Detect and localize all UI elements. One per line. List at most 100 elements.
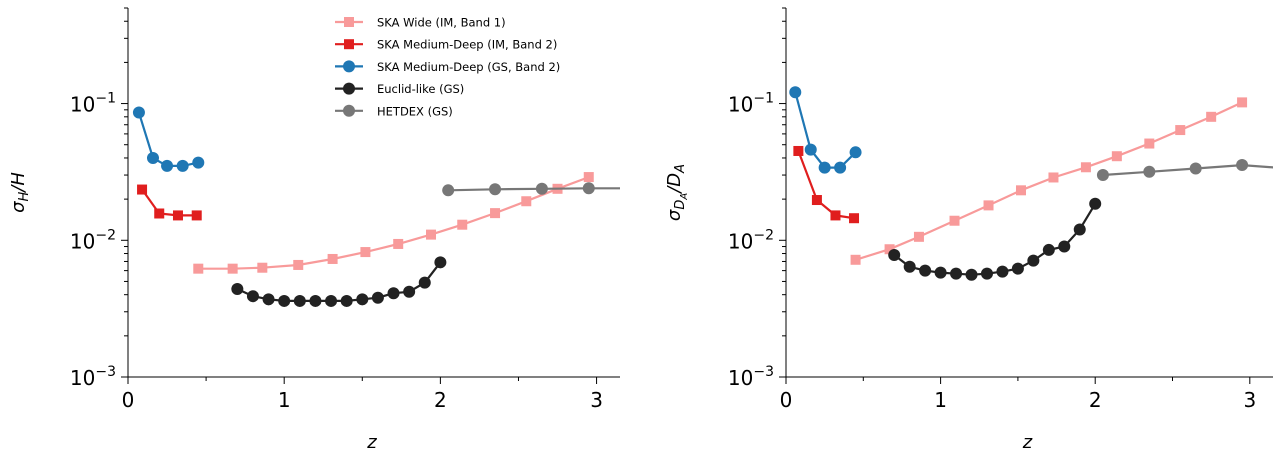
x-axis-label: z xyxy=(1022,432,1033,452)
data-point xyxy=(1189,162,1202,175)
legend-marker xyxy=(344,17,354,27)
data-point xyxy=(1073,223,1086,236)
data-point xyxy=(1089,197,1102,210)
data-point xyxy=(457,219,468,230)
data-point xyxy=(850,254,861,265)
x-tick-label: 0 xyxy=(780,388,793,412)
data-point xyxy=(231,283,244,296)
series-hetdex-gs xyxy=(1096,159,1273,182)
data-point xyxy=(913,231,924,242)
x-tick-label: 2 xyxy=(1089,388,1102,412)
data-point xyxy=(903,260,916,273)
data-point xyxy=(1237,97,1248,108)
data-point xyxy=(1175,125,1186,136)
data-point xyxy=(172,210,183,221)
data-point xyxy=(834,161,847,174)
series-euclid-like-gs xyxy=(231,256,447,307)
legend-marker xyxy=(343,60,355,73)
plot-area xyxy=(132,106,642,307)
data-point xyxy=(434,256,447,269)
data-point xyxy=(1015,185,1026,196)
data-point xyxy=(442,184,455,197)
x-tick-label: 0 xyxy=(122,388,135,412)
series-line xyxy=(893,203,1097,276)
data-point xyxy=(327,253,338,264)
data-point xyxy=(246,290,259,303)
data-point xyxy=(176,159,189,172)
legend-item: HETDEX (GS) xyxy=(335,104,453,118)
y-tick-label: 10−2 xyxy=(728,227,774,253)
legend-item: SKA Medium-Deep (GS, Band 2) xyxy=(335,60,560,74)
legend-label: SKA Medium-Deep (IM, Band 2) xyxy=(377,38,557,52)
legend-item: Euclid-like (GS) xyxy=(335,82,464,96)
data-point xyxy=(154,208,165,219)
plot-area xyxy=(789,86,1273,281)
legend-marker xyxy=(343,82,355,95)
data-point xyxy=(980,267,993,280)
data-point xyxy=(949,215,960,226)
data-point xyxy=(262,293,275,306)
data-point xyxy=(1027,254,1040,267)
data-point xyxy=(137,184,148,195)
x-tick-label: 2 xyxy=(434,388,447,412)
y-tick-label: 10−2 xyxy=(70,227,116,253)
data-point xyxy=(521,196,532,207)
data-point xyxy=(996,265,1009,278)
data-point xyxy=(849,213,860,224)
data-point xyxy=(340,294,353,307)
data-point xyxy=(1111,151,1122,162)
chart-panel-1: 0 1 2 3 10−1 10−2 10−3 z σH/H SKA Wide (IM, Band … xyxy=(8,7,642,452)
series-ska-wide-im-band-1 xyxy=(850,97,1248,265)
data-point xyxy=(582,182,595,195)
data-point xyxy=(789,86,802,99)
data-point xyxy=(630,182,642,194)
data-point xyxy=(387,287,400,300)
data-point xyxy=(884,244,895,255)
legend-label: HETDEX (GS) xyxy=(377,104,453,118)
series-hetdex-gs xyxy=(442,182,642,197)
data-point xyxy=(793,145,804,156)
data-point xyxy=(535,182,548,195)
series-line xyxy=(797,150,855,220)
data-point xyxy=(1096,169,1109,182)
data-point xyxy=(818,161,831,174)
data-point xyxy=(227,263,238,274)
series-ska-medium-deep-im-band-2 xyxy=(137,184,202,221)
data-point xyxy=(830,210,841,221)
x-tick-label: 1 xyxy=(278,388,291,412)
legend-marker xyxy=(343,104,355,117)
data-point xyxy=(293,294,306,307)
chart-panel-2: 0 1 2 3 10−1 10−2 10−3 z σDA/DA xyxy=(664,7,1273,452)
data-point xyxy=(804,143,817,156)
data-point xyxy=(426,229,437,240)
data-point xyxy=(888,249,901,262)
data-point xyxy=(1236,159,1249,172)
data-point xyxy=(849,146,862,159)
legend-item: SKA Wide (IM, Band 1) xyxy=(335,16,506,30)
data-point xyxy=(371,291,384,304)
data-point xyxy=(1080,162,1091,173)
data-point xyxy=(325,294,338,307)
data-point xyxy=(403,285,416,298)
data-point xyxy=(309,294,322,307)
y-tick-label: 10−3 xyxy=(728,364,774,390)
data-point xyxy=(146,151,159,164)
data-point xyxy=(418,276,431,289)
data-point xyxy=(489,183,502,196)
data-point xyxy=(293,259,304,270)
data-point xyxy=(257,262,268,273)
data-point xyxy=(950,267,963,280)
data-point xyxy=(192,156,205,169)
data-point xyxy=(278,294,291,307)
legend-label: SKA Medium-Deep (GS, Band 2) xyxy=(377,60,560,74)
data-point xyxy=(1048,172,1059,183)
data-point xyxy=(1144,138,1155,149)
data-point xyxy=(490,208,501,219)
x-tick-label: 3 xyxy=(590,388,603,412)
data-point xyxy=(1058,240,1071,253)
data-point xyxy=(193,263,204,274)
legend: SKA Wide (IM, Band 1) SKA Medium-Deep (IM… xyxy=(335,16,560,118)
data-point xyxy=(983,200,994,211)
series-ska-medium-deep-gs-band-2 xyxy=(789,86,862,174)
y-axis-label: σH/H xyxy=(8,172,32,213)
